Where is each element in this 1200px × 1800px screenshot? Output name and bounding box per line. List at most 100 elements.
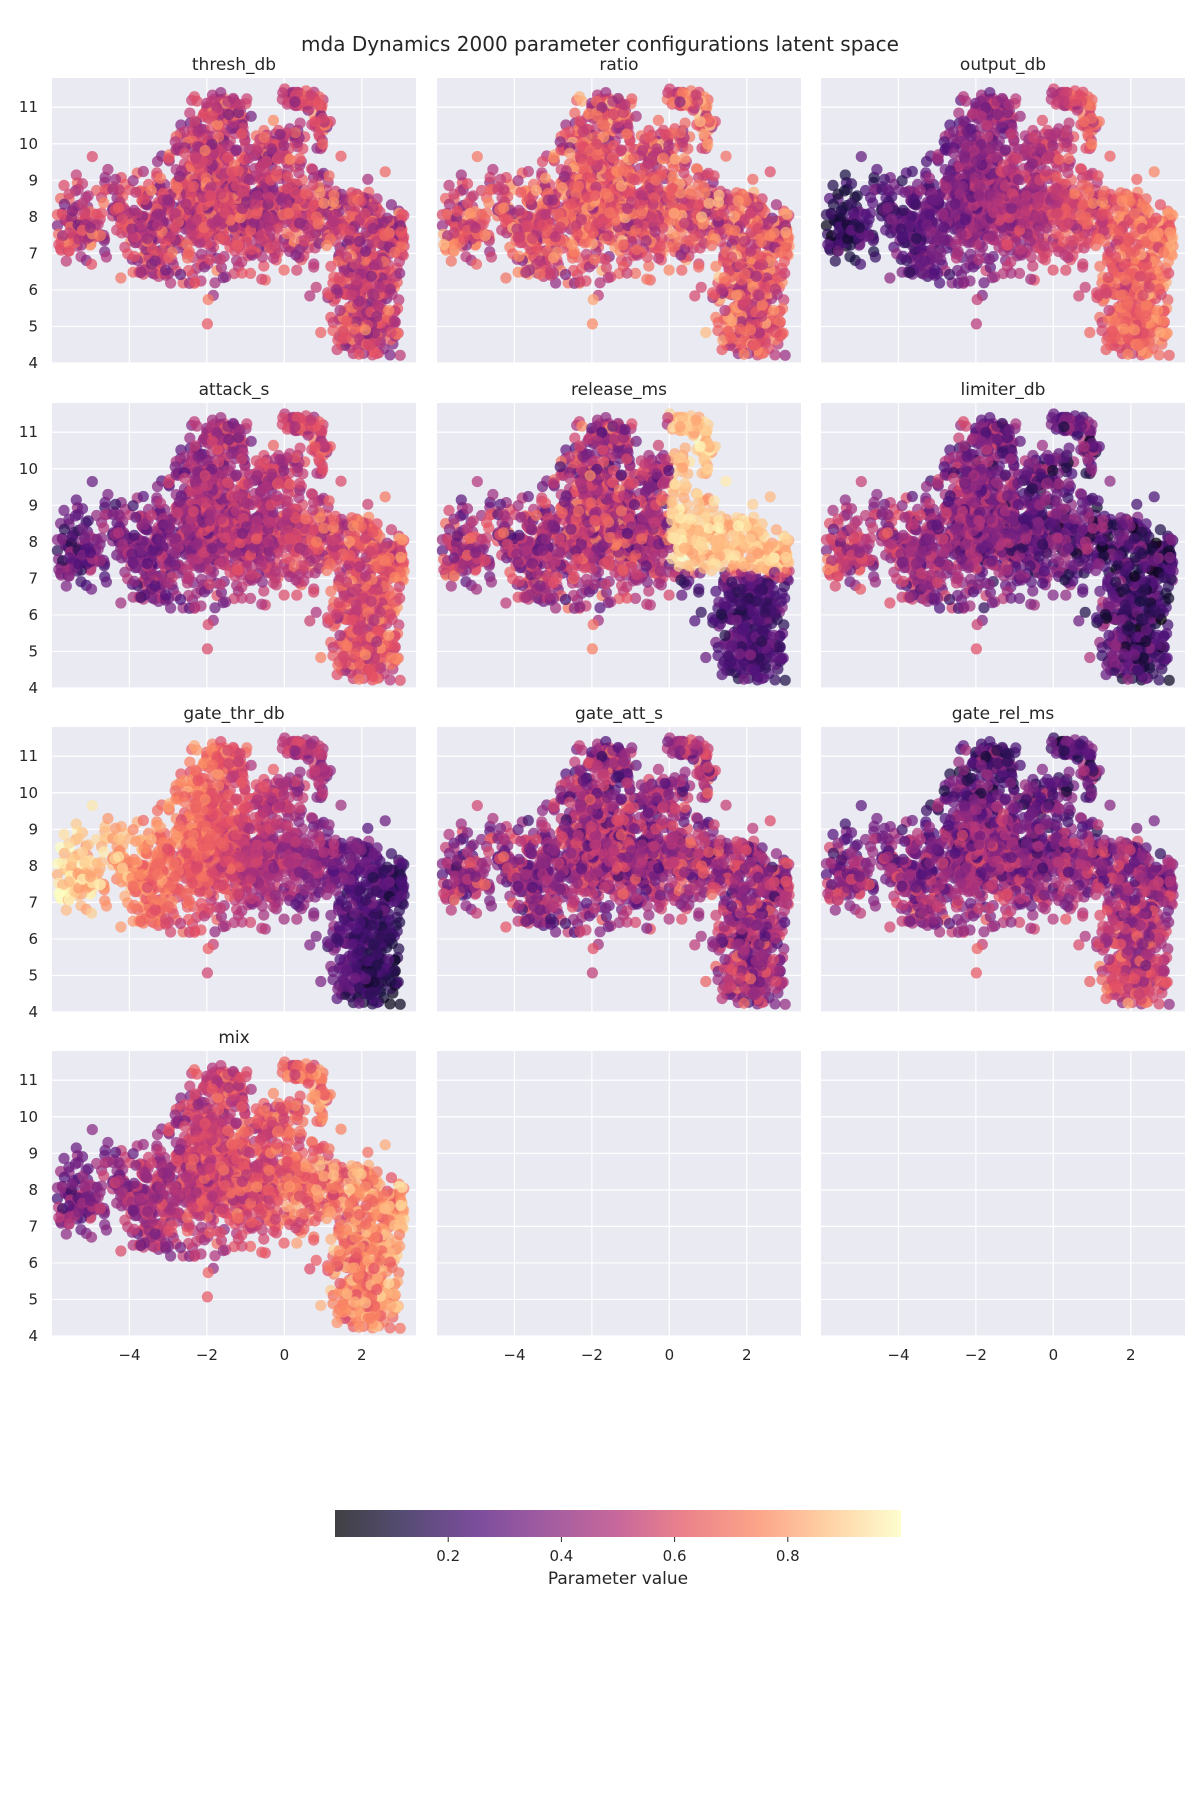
scatter-point xyxy=(554,221,566,233)
scatter-point xyxy=(708,170,720,182)
scatter-point xyxy=(759,281,771,293)
scatter-point xyxy=(498,184,510,196)
scatter-point xyxy=(692,179,704,191)
scatter-point xyxy=(663,139,675,152)
scatter-point xyxy=(1131,173,1143,185)
scatter-point xyxy=(318,197,330,209)
scatter-point xyxy=(201,318,213,330)
scatter-point xyxy=(215,188,227,200)
scatter-point xyxy=(274,128,286,141)
scatter-point xyxy=(678,167,690,179)
scatter-point xyxy=(725,331,737,343)
scatter-point xyxy=(290,249,302,261)
scatter-point xyxy=(728,210,741,222)
scatter-point xyxy=(263,191,275,203)
scatter-point xyxy=(327,209,339,221)
scatter-point xyxy=(600,188,612,200)
scatter-point xyxy=(174,268,187,281)
scatter-point xyxy=(438,239,450,251)
scatter-point xyxy=(169,136,181,148)
scatter-point xyxy=(750,270,762,282)
scatter-point xyxy=(572,180,585,192)
scatter-point xyxy=(455,169,467,181)
scatter-point xyxy=(349,323,361,335)
scatter-point xyxy=(678,217,691,229)
scatter-point xyxy=(702,138,714,150)
scatter-point xyxy=(190,214,202,226)
scatter-point xyxy=(315,326,327,339)
scatter-point xyxy=(745,245,757,257)
scatter-point xyxy=(51,220,64,232)
scatter-point xyxy=(245,110,257,122)
scatter-point xyxy=(321,239,333,252)
scatter-point xyxy=(716,344,728,356)
scatter-point xyxy=(155,208,167,220)
scatter-point xyxy=(191,95,203,107)
y-tick-label: 10 xyxy=(19,135,38,153)
scatter-point xyxy=(102,163,114,176)
scatter-point xyxy=(162,194,174,206)
scatter-point xyxy=(359,324,372,336)
scatter-point xyxy=(663,264,675,276)
scatter-point xyxy=(112,202,125,214)
scatter-point xyxy=(289,96,301,108)
scatter-point xyxy=(379,230,391,242)
scatter-point xyxy=(256,273,268,285)
scatter-point xyxy=(684,188,696,200)
scatter-point xyxy=(621,128,633,140)
scatter-point xyxy=(264,225,276,238)
scatter-point xyxy=(523,193,536,205)
scatter-point xyxy=(600,253,612,265)
scatter-point xyxy=(602,272,614,284)
scatter-point xyxy=(219,207,231,219)
scatter-point xyxy=(591,110,603,122)
scatter-point xyxy=(116,213,129,225)
scatter-point xyxy=(202,294,214,306)
scatter-point xyxy=(189,115,201,127)
scatter-point xyxy=(194,237,206,249)
scatter-point xyxy=(558,171,571,183)
scatter-point xyxy=(537,219,549,231)
scatter-point xyxy=(649,225,661,238)
scatter-point xyxy=(628,174,640,186)
scatter-point xyxy=(171,182,183,194)
scatter-point xyxy=(641,273,653,285)
scatter-point xyxy=(770,326,782,338)
scatter-point xyxy=(615,144,627,156)
scatter-point xyxy=(575,214,588,226)
scatter-point xyxy=(656,165,668,177)
scatter-point xyxy=(619,99,631,111)
scatter-point xyxy=(154,172,167,184)
scatter-point xyxy=(335,150,347,162)
scatter-point xyxy=(769,283,782,295)
scatter-point xyxy=(579,237,591,249)
scatter-point xyxy=(531,242,543,255)
scatter-point xyxy=(128,250,140,262)
scatter-point xyxy=(712,209,724,221)
scatter-point xyxy=(657,152,670,164)
scatter-point xyxy=(325,260,337,272)
scatter-point xyxy=(394,267,406,279)
panel-output-db: output_db xyxy=(820,55,1185,364)
scatter-point xyxy=(258,132,270,144)
scatter-point xyxy=(243,174,255,186)
scatter-point xyxy=(696,211,708,223)
scatter-point xyxy=(571,228,583,240)
scatter-point xyxy=(199,145,211,157)
scatter-point xyxy=(374,281,386,293)
scatter-point xyxy=(636,208,648,220)
scatter-point xyxy=(307,199,319,211)
scatter-point xyxy=(653,213,665,225)
scatter-point xyxy=(181,239,193,251)
scatter-point xyxy=(299,188,311,200)
scatter-point xyxy=(734,258,747,270)
scatter-point xyxy=(230,144,242,156)
scatter-point xyxy=(662,87,674,99)
scatter-point xyxy=(267,114,279,126)
scatter-point xyxy=(343,210,356,222)
scatter-point xyxy=(515,186,527,198)
scatter-point xyxy=(512,231,524,243)
scatter-point xyxy=(576,95,588,107)
scatter-point xyxy=(189,276,201,288)
